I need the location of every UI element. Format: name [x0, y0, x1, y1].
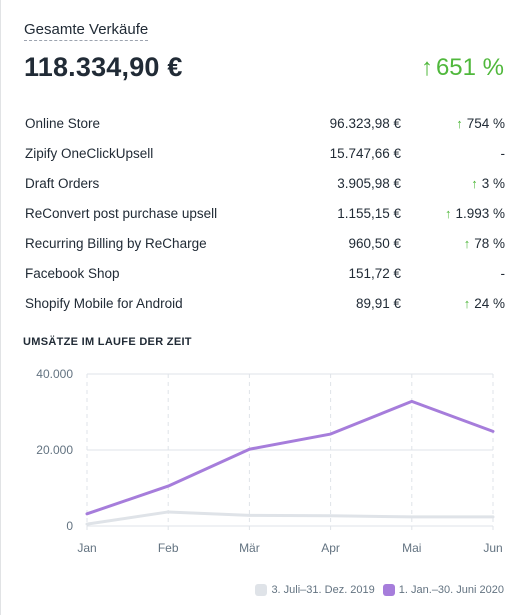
- arrow-up-icon: ↑: [463, 295, 471, 311]
- channel-change: ↑ 78 %: [464, 236, 505, 251]
- channel-name: Recurring Billing by ReCharge: [25, 235, 207, 251]
- channel-amount: 96.323,98 €: [329, 115, 401, 131]
- channel-row: Shopify Mobile for Android 89,91 € ↑ 24 %: [24, 288, 505, 318]
- channel-row: Recurring Billing by ReCharge 960,50 € ↑ 78…: [24, 228, 505, 258]
- chart-title: UMSÄTZE IM LAUFE DER ZEIT: [23, 336, 192, 348]
- total-change-value: 651 %: [435, 54, 504, 81]
- legend-swatch: [255, 584, 268, 596]
- channel-amount: 89,91 €: [355, 295, 401, 311]
- y-tick-label: 0: [66, 519, 73, 533]
- chart-legend: 3. Juli–31. Dez. 2019 1. Jan.–30. Juni 20…: [247, 584, 504, 596]
- channel-change: ↑ 24 %: [464, 296, 505, 311]
- channel-name: Zipify OneClickUpsell: [25, 145, 154, 161]
- channel-name: Draft Orders: [25, 175, 100, 191]
- channel-name: Facebook Shop: [25, 265, 120, 281]
- channel-change-value: 78 %: [474, 235, 505, 251]
- x-tick-label: Mai: [402, 541, 421, 555]
- channel-change-value: 754 %: [466, 115, 505, 131]
- channel-row: Zipify OneClickUpsell 15.747,66 € -: [24, 138, 505, 168]
- x-tick-label: Jan: [77, 541, 96, 555]
- x-tick-label: Mär: [239, 541, 260, 555]
- channel-change: ↑ 754 %: [456, 116, 505, 131]
- channel-change-value: -: [500, 145, 506, 161]
- series-line-current: [85, 399, 495, 516]
- total-sales-value: 118.334,90 €: [24, 52, 183, 82]
- channel-change: -: [501, 266, 506, 281]
- channel-list: Online Store 96.323,98 € ↑ 754 % Zipify OneC…: [24, 108, 505, 318]
- x-tick-label: Feb: [158, 541, 179, 555]
- channel-row: ReConvert post purchase upsell 1.155,15 €…: [24, 198, 505, 228]
- x-tick-label: Apr: [321, 541, 340, 555]
- arrow-up-icon: ↑: [420, 54, 433, 81]
- series-line-previous: [85, 510, 495, 526]
- channel-amount: 960,50 €: [348, 235, 401, 251]
- arrow-up-icon: ↑: [463, 235, 471, 251]
- channel-row: Online Store 96.323,98 € ↑ 754 %: [24, 108, 505, 138]
- channel-row: Facebook Shop 151,72 € -: [24, 258, 505, 288]
- channel-name: Online Store: [25, 115, 101, 131]
- legend-item: 1. Jan.–30. Juni 2020: [382, 584, 504, 596]
- legend-label: 1. Jan.–30. Juni 2020: [398, 584, 504, 596]
- channel-change: ↑ 1.993 %: [445, 206, 505, 221]
- channel-change-value: 3 %: [481, 175, 505, 191]
- y-tick-label: 20.000: [36, 443, 73, 457]
- channel-amount: 3.905,98 €: [337, 175, 401, 191]
- arrow-up-icon: ↑: [456, 115, 463, 131]
- card-title[interactable]: Gesamte Verkäufe: [24, 21, 149, 41]
- channel-name: Shopify Mobile for Android: [25, 295, 183, 311]
- arrow-up-icon: ↑: [444, 205, 452, 221]
- channel-amount: 151,72 €: [348, 265, 401, 281]
- legend-swatch: [382, 584, 395, 596]
- channel-row: Draft Orders 3.905,98 € ↑ 3 %: [24, 168, 505, 198]
- channel-amount: 1.155,15 €: [337, 205, 401, 221]
- channel-change-value: 1.993 %: [455, 205, 505, 221]
- channel-change-value: -: [500, 265, 506, 281]
- channel-name: ReConvert post purchase upsell: [25, 205, 218, 221]
- channel-change: ↑ 3 %: [471, 176, 505, 191]
- channel-change-value: 24 %: [474, 295, 505, 311]
- y-tick-label: 40.000: [36, 367, 73, 381]
- total-change: ↑ 651 %: [421, 54, 504, 82]
- x-tick-label: Jun: [483, 541, 502, 555]
- legend-item: 3. Juli–31. Dez. 2019: [255, 584, 375, 596]
- channel-amount: 15.747,66 €: [329, 145, 401, 161]
- channel-change: -: [501, 146, 506, 161]
- arrow-up-icon: ↑: [471, 175, 478, 191]
- legend-label: 3. Juli–31. Dez. 2019: [271, 584, 375, 596]
- sales-over-time-chart: 0 20.000 40.000 Jan Feb Mär Apr Mai Jun: [36, 367, 502, 555]
